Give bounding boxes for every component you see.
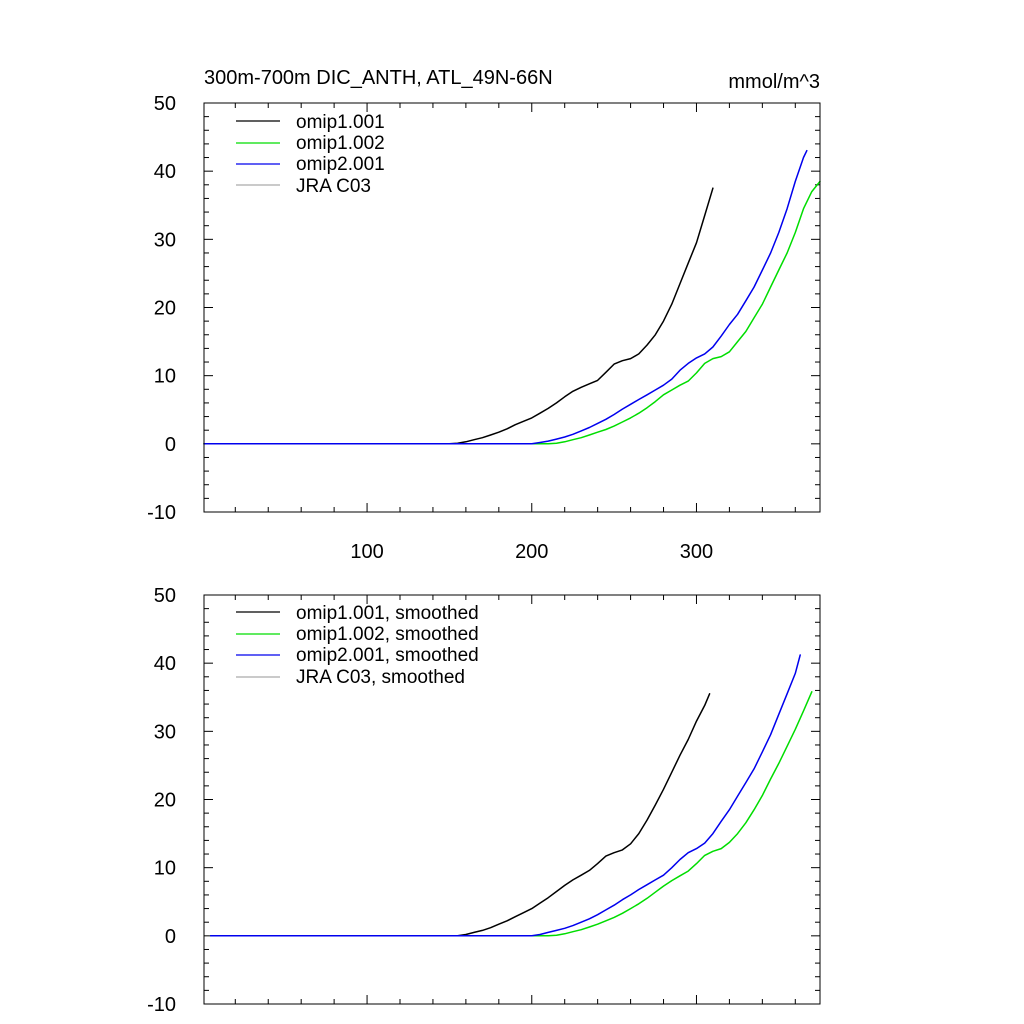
series-line-omip2-001-smoothed [209, 654, 801, 937]
x-tick-label: 300 [680, 541, 713, 563]
legend: omip1.001 omip1.002 omip2.001 JRA C03 [236, 112, 385, 197]
panel-bottom: -10 0 10 20 30 40 50 omip1.001, smoothed omip1… [147, 585, 821, 1016]
legend-label-jra-c03-smoothed: JRA C03, smoothed [296, 667, 465, 688]
series-line-omip1-002 [203, 180, 821, 445]
y-tick-label: -10 [147, 502, 176, 524]
panel-top: 300m-700m DIC_ANTH, ATL_49N-66N mmol/m^3… [147, 67, 821, 563]
units-label: mmol/m^3 [728, 71, 820, 93]
y-tick-label: 10 [154, 858, 176, 880]
y-tick-label: 0 [165, 926, 176, 948]
legend-label-omip2-001-smoothed: omip2.001, smoothed [296, 645, 479, 666]
axis-ticks [204, 594, 820, 1005]
series-group [203, 149, 821, 445]
series-line-omip2-001 [203, 149, 808, 445]
y-tick-label: 50 [154, 93, 176, 115]
legend-label-omip1-002: omip1.002 [296, 133, 385, 154]
legend-label-omip1-002-smoothed: omip1.002, smoothed [296, 624, 479, 645]
plot-frame [203, 594, 821, 1005]
series-line-omip1-001 [203, 187, 714, 445]
y-tick-label: 30 [154, 721, 176, 743]
x-tick-labels: 100 200 300 [350, 541, 713, 563]
y-tick-label: -10 [147, 994, 176, 1016]
y-tick-label: 20 [154, 298, 176, 320]
legend-label-omip2-001: omip2.001 [296, 154, 385, 175]
y-tick-label: 40 [154, 653, 176, 675]
y-tick-labels: -10 0 10 20 30 40 50 [147, 93, 176, 524]
chart-title: 300m-700m DIC_ANTH, ATL_49N-66N [204, 67, 553, 89]
y-tick-label: 20 [154, 790, 176, 812]
y-tick-label: 10 [154, 366, 176, 388]
legend-label-omip1-001-smoothed: omip1.001, smoothed [296, 603, 479, 624]
series-line-omip1-002-smoothed [209, 691, 813, 937]
series-line-omip1-001-smoothed [209, 693, 711, 937]
y-tick-label: 50 [154, 585, 176, 607]
y-tick-labels: -10 0 10 20 30 40 50 [147, 585, 176, 1016]
y-tick-label: 40 [154, 161, 176, 183]
x-tick-label: 200 [515, 541, 548, 563]
y-tick-label: 30 [154, 229, 176, 251]
series-group [209, 654, 813, 937]
legend: omip1.001, smoothed omip1.002, smoothed … [236, 603, 479, 688]
legend-label-omip1-001: omip1.001 [296, 112, 385, 133]
y-tick-label: 0 [165, 434, 176, 456]
legend-label-jra-c03: JRA C03 [296, 176, 371, 197]
plot-frame [203, 102, 821, 513]
x-tick-label: 100 [350, 541, 383, 563]
